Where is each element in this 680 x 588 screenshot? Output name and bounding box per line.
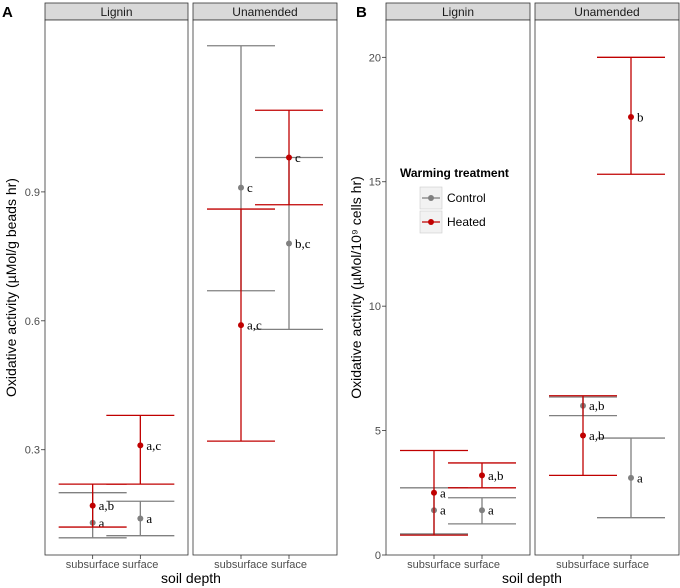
y-tick-label: 0.6 bbox=[25, 316, 40, 328]
panel-letter: A bbox=[2, 4, 13, 21]
significance-label: c bbox=[247, 180, 253, 195]
significance-label: a bbox=[440, 503, 446, 518]
legend-label: Control bbox=[447, 191, 486, 205]
significance-label: a bbox=[99, 515, 105, 530]
mean-point bbox=[238, 184, 244, 191]
legend-item-control: Control bbox=[419, 186, 486, 210]
significance-label: a bbox=[637, 470, 643, 485]
y-tick-label: 0 bbox=[375, 550, 381, 562]
errorbar-control: a bbox=[448, 497, 516, 525]
facet-strip-label: Lignin bbox=[442, 5, 474, 19]
legend-key-point bbox=[428, 195, 434, 201]
x-tick-label: surface bbox=[122, 559, 158, 571]
significance-label: a,c bbox=[247, 318, 262, 333]
legend-item-heated: Heated bbox=[419, 210, 486, 234]
y-axis-title: Oxidative activity (µMol/10⁹ cells hr) bbox=[348, 176, 364, 399]
significance-label: b,c bbox=[295, 236, 311, 251]
facet-strip-label: Unamended bbox=[232, 5, 297, 19]
y-tick-label: 0.9 bbox=[25, 187, 40, 199]
mean-point bbox=[479, 507, 485, 514]
mean-point bbox=[286, 154, 292, 161]
errorbar-heated: a,c bbox=[106, 414, 175, 485]
mean-point bbox=[479, 472, 485, 479]
legend-label: Heated bbox=[447, 215, 486, 229]
facet-plot-area bbox=[534, 19, 680, 556]
y-tick-label: 20 bbox=[369, 52, 381, 64]
significance-label: a bbox=[440, 485, 446, 500]
x-tick-label: subsurface bbox=[407, 559, 461, 571]
significance-label: a,b bbox=[589, 428, 605, 443]
significance-label: a,b bbox=[99, 498, 115, 513]
errorbar-heated: a,c bbox=[207, 208, 275, 442]
mean-point bbox=[89, 502, 96, 509]
x-axis-title: soil depth bbox=[161, 570, 221, 586]
x-tick-label: subsurface bbox=[214, 559, 268, 571]
x-tick-label: surface bbox=[271, 559, 307, 571]
significance-label: a,c bbox=[146, 438, 161, 453]
facet-plot-area bbox=[192, 19, 338, 556]
mean-point bbox=[137, 515, 144, 522]
mean-point bbox=[137, 442, 144, 449]
x-tick-label: subsurface bbox=[66, 559, 120, 571]
y-tick-label: 0.3 bbox=[25, 445, 40, 457]
mean-point bbox=[431, 489, 437, 496]
significance-label: a,b bbox=[488, 468, 504, 483]
significance-label: a,b bbox=[589, 398, 605, 413]
y-tick-label: 15 bbox=[369, 177, 381, 189]
mean-point bbox=[628, 474, 634, 481]
facet-strip-label: Lignin bbox=[100, 5, 132, 19]
x-tick-label: surface bbox=[613, 559, 649, 571]
errorbar-heated: a bbox=[400, 449, 468, 536]
mean-point bbox=[628, 114, 634, 121]
facet-plot-area bbox=[385, 19, 531, 556]
errorbar-control: a bbox=[597, 437, 665, 519]
errorbar-heated: a,b bbox=[448, 462, 516, 489]
facet-plot-area bbox=[44, 19, 189, 556]
errorbar-control: a bbox=[106, 500, 175, 537]
legend-key-point bbox=[428, 219, 434, 225]
significance-label: a bbox=[146, 511, 152, 526]
x-tick-label: subsurface bbox=[556, 559, 610, 571]
x-axis-title: soil depth bbox=[502, 570, 562, 586]
errorbar-heated: b bbox=[597, 56, 665, 175]
y-tick-label: 10 bbox=[369, 301, 381, 313]
legend-title: Warming treatment bbox=[400, 166, 509, 180]
errorbar-heated: a,b bbox=[549, 395, 617, 477]
y-axis-title: Oxidative activity (µMol/g beads hr) bbox=[3, 178, 19, 397]
facet-unamended: Unamended subsurface surface c b,c a,c c bbox=[192, 2, 338, 571]
mean-point bbox=[286, 240, 292, 247]
mean-point bbox=[238, 322, 244, 329]
errorbar-heated: c bbox=[255, 109, 323, 206]
facet-lignin: Lignin subsurface surface a a a,b a,c bbox=[44, 2, 189, 571]
y-tick-label: 5 bbox=[375, 426, 381, 438]
x-tick-label: surface bbox=[464, 559, 500, 571]
facet-unamended: Unamended subsurface surface a,b a a,b b bbox=[534, 2, 680, 571]
panel-letter: B bbox=[356, 4, 367, 21]
significance-label: a bbox=[488, 503, 494, 518]
significance-label: c bbox=[295, 150, 301, 165]
mean-point bbox=[580, 432, 586, 439]
legend: Warming treatment Control Heated bbox=[400, 166, 509, 234]
significance-label: b bbox=[637, 110, 644, 125]
facet-strip-label: Unamended bbox=[574, 5, 639, 19]
